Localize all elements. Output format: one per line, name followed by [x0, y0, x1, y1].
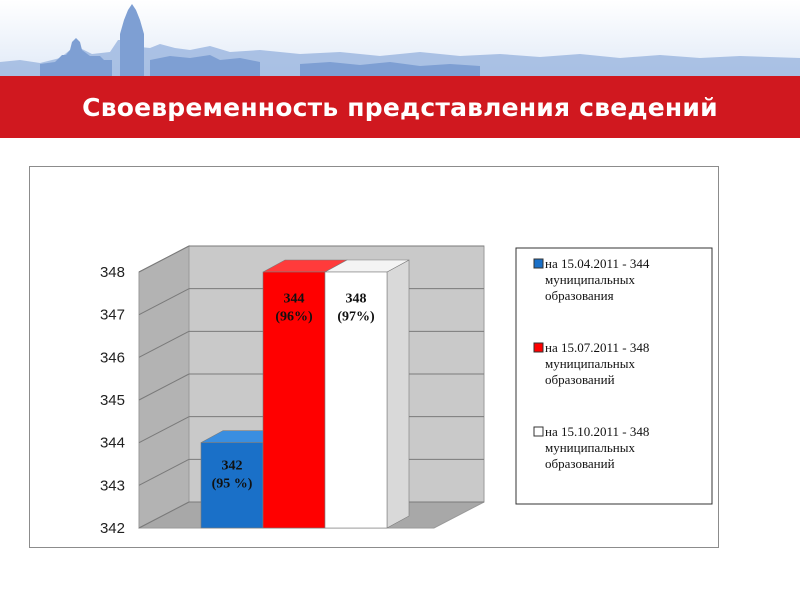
- gridline-side: [138, 373, 190, 401]
- y-tick-label: 346: [100, 349, 125, 366]
- y-tick-label: 342: [100, 520, 125, 537]
- bar: [262, 271, 326, 529]
- legend-box: [515, 247, 713, 505]
- legend-label: образования: [545, 288, 614, 303]
- bar: [324, 271, 388, 529]
- bar-value-label: 348: [346, 292, 367, 307]
- bar-percent-label: (97%): [337, 310, 375, 325]
- legend-label: на 15.07.2011 - 348: [545, 340, 649, 355]
- legend-swatch: [533, 258, 544, 269]
- gridline-side: [138, 458, 190, 486]
- legend-label: муниципальных: [545, 440, 636, 455]
- legend-label: на 15.04.2011 - 344: [545, 256, 650, 271]
- y-tick-label: 347: [100, 307, 125, 324]
- chart: 342 343 344 345 346 347 348 342 (95 %) 344 (96%) 34…: [100, 245, 713, 537]
- bar-percent-label: (95 %): [212, 476, 253, 491]
- gridline-side: [138, 245, 190, 273]
- gridline-side: [138, 501, 190, 529]
- legend-label: образований: [545, 372, 615, 387]
- bar-percent-label: (96%): [275, 310, 313, 325]
- bar-value-label: 342: [222, 458, 243, 473]
- legend-label: образований: [545, 456, 615, 471]
- page-title: Своевременность представления сведений: [82, 93, 718, 122]
- bar-value-label: 344: [284, 292, 305, 307]
- legend-swatch: [533, 426, 544, 437]
- bar: [200, 442, 264, 529]
- legend-label: муниципальных: [545, 356, 636, 371]
- legend-swatch: [533, 342, 544, 353]
- y-tick-label: 343: [100, 477, 125, 494]
- legend-label: на 15.10.2011 - 348: [545, 424, 649, 439]
- y-tick-label: 348: [100, 264, 125, 281]
- bar-side: [386, 259, 410, 529]
- gridline-side: [138, 288, 190, 316]
- y-tick-label: 345: [100, 392, 125, 409]
- gridline-side: [138, 330, 190, 358]
- legend-label: муниципальных: [545, 272, 636, 287]
- gridline-side: [138, 416, 190, 444]
- title-banner: Своевременность представления сведений: [0, 76, 800, 138]
- y-tick-label: 344: [100, 435, 125, 452]
- city-skyline-banner: [0, 0, 800, 80]
